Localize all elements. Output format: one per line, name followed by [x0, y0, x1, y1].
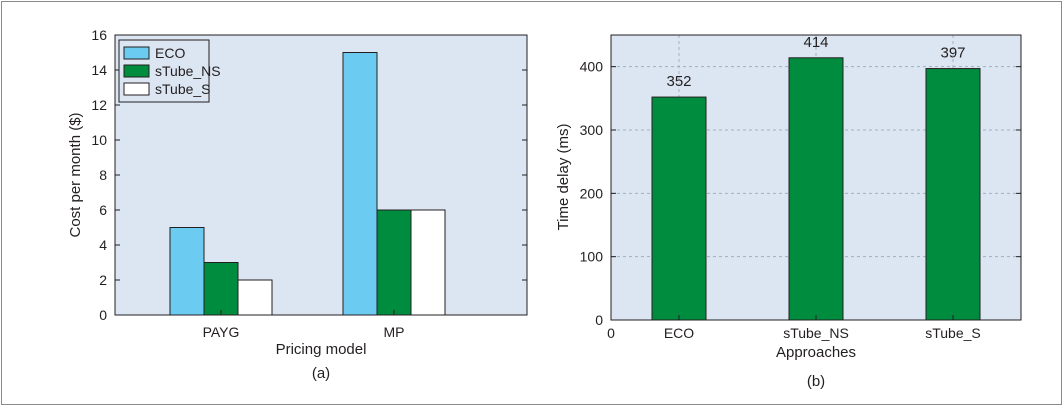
legend-label-eco: ECO [155, 45, 185, 61]
chart-a-y-axis-label: Cost per month ($) [67, 112, 84, 237]
bar-stube-s-mp [410, 209, 446, 316]
chart-b-caption: (b) [807, 373, 825, 390]
y-tick-label: 0 [595, 312, 603, 328]
x-tick-label: PAYG [203, 324, 240, 340]
y-tick-label: 0 [99, 307, 107, 323]
legend-swatch-stube-s [123, 82, 150, 96]
chart-a-y-ticks: 0 2 4 6 8 10 12 14 16 [91, 27, 527, 323]
y-tick-label: 2 [99, 272, 107, 288]
y-tick-label: 6 [99, 202, 107, 218]
chart-b-x-axis-label: Approaches [776, 344, 856, 361]
x-tick-label: sTube_NS [783, 325, 849, 341]
chart-b-y-ticks: 0 100 200 300 400 [580, 59, 1021, 328]
chart-a-x-axis-label: Pricing model [276, 341, 367, 358]
chart-a-legend: ECO sTube_NS sTube_S [118, 39, 221, 103]
chart-a-caption: (a) [312, 365, 330, 382]
bar-eco-mp [342, 52, 378, 316]
chart-b-bars [651, 57, 981, 321]
bar-stube-ns-mp [376, 209, 412, 316]
y-tick-label: 14 [91, 62, 107, 78]
x-tick-label: ECO [664, 325, 694, 341]
bar-stube-ns-payg [203, 262, 239, 316]
bar-eco-payg [169, 227, 205, 316]
chart-b-x-ticks: ECO sTube_NS sTube_S [664, 315, 981, 341]
y-tick-label: 4 [99, 237, 107, 253]
y-tick-label: 8 [99, 167, 107, 183]
y-tick-label: 200 [580, 185, 604, 201]
legend-label-stube-ns: sTube_NS [155, 63, 221, 79]
bar-eco [651, 96, 707, 321]
legend-swatch-stube-ns [123, 64, 150, 78]
bar-stube-s-payg [237, 279, 273, 316]
chart-a-bars [169, 52, 446, 316]
chart-b-frame [610, 34, 1022, 321]
y-tick-label: 10 [91, 132, 107, 148]
chart-a-x-ticks: PAYG MP [203, 310, 405, 340]
chart-a-frame [114, 34, 528, 316]
chart-b-data-labels: 352 414 397 [666, 34, 965, 90]
y-tick-label: 16 [91, 27, 107, 43]
y-tick-label: 12 [91, 97, 107, 113]
x-tick-label: sTube_S [925, 325, 981, 341]
data-label: 414 [803, 34, 828, 51]
legend-label-stube-s: sTube_S [155, 81, 211, 97]
chart-b: 352 414 397 0 100 200 300 400 ECO sTube_NS sTube… [555, 34, 1022, 390]
y-tick-label: 300 [580, 122, 604, 138]
y-tick-label: 400 [580, 59, 604, 75]
data-label: 397 [940, 45, 965, 62]
x-tick-label: MP [384, 324, 405, 340]
bar-stube-s [925, 68, 981, 321]
chart-b-x-origin-label: 0 [607, 325, 615, 341]
chart-b-y-axis-label: Time delay (ms) [555, 124, 572, 231]
y-tick-label: 100 [580, 249, 604, 265]
bar-stube-ns [788, 57, 844, 321]
legend-swatch-eco [123, 46, 150, 60]
data-label: 352 [666, 73, 691, 90]
chart-a: 0 2 4 6 8 10 12 14 16 PAYG MP ECO sTube_NS sTube_… [67, 27, 528, 382]
